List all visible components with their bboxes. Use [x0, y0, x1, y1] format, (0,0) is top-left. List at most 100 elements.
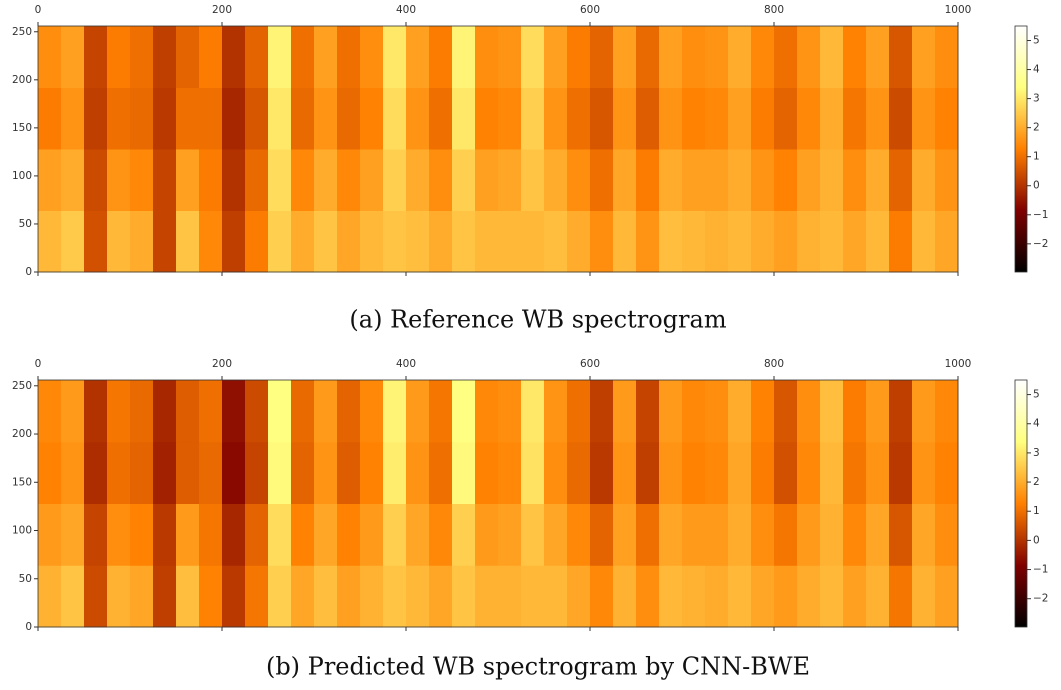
heatmap-cell [613, 503, 637, 566]
heatmap-cell [843, 87, 867, 150]
heatmap-cell [728, 210, 752, 273]
heatmap-cell [774, 441, 798, 504]
heatmap-cell [567, 380, 591, 443]
y-tick-label: 100 [12, 525, 32, 537]
heatmap-cell [475, 503, 499, 566]
colorbar-tick-label: −1 [1033, 209, 1048, 221]
heatmap-cell [705, 441, 729, 504]
heatmap-cell [406, 380, 430, 443]
heatmap-cell [61, 149, 85, 211]
colorbar-tick-label: −1 [1033, 564, 1048, 576]
colorbar-tick-label: −2 [1033, 238, 1048, 250]
heatmap-cell [452, 503, 476, 566]
heatmap-cell [429, 87, 453, 150]
heatmap-cell [199, 380, 223, 443]
heatmap-cell [61, 565, 85, 628]
heatmap-cell [222, 565, 246, 628]
heatmap-cell [222, 503, 246, 566]
heatmap-cell [337, 26, 361, 88]
heatmap-cell [590, 441, 614, 504]
heatmap-cell [659, 26, 683, 88]
heatmap-cell [498, 210, 522, 273]
y-tick-label: 200 [12, 74, 32, 86]
heatmap-cell [475, 210, 499, 273]
heatmap-cell [84, 210, 108, 273]
heatmap-cell [176, 503, 200, 566]
heatmap-cell [429, 26, 453, 88]
heatmap-cell [590, 565, 614, 628]
heatmap-cell [728, 26, 752, 88]
y-tick-label: 250 [12, 26, 32, 38]
heatmap-cell [544, 380, 568, 443]
heatmap-cell [682, 210, 706, 273]
heatmap-cell [38, 210, 62, 273]
heatmap-cell [498, 565, 522, 628]
heatmap-cell [613, 26, 637, 88]
heatmap-cell [705, 380, 729, 443]
heatmap-cell [912, 210, 936, 273]
heatmap-cell [866, 441, 890, 504]
heatmap-cell [199, 565, 223, 628]
heatmap-cell [268, 441, 292, 504]
heatmap-cell [61, 26, 85, 88]
heatmap-cell [751, 26, 775, 88]
heatmap-cell [38, 26, 62, 88]
heatmap-cell [659, 87, 683, 150]
heatmap-cell [245, 441, 269, 504]
heatmap-cell [107, 503, 131, 566]
heatmap-cell [360, 210, 384, 273]
heatmap-cell [774, 87, 798, 150]
x-tick-label: 800 [764, 358, 784, 370]
heatmap-cell [797, 149, 821, 211]
heatmap-cell [889, 87, 913, 150]
colorbar-tick-label: −2 [1033, 593, 1048, 605]
heatmap-cell [475, 87, 499, 150]
heatmap-cell [728, 565, 752, 628]
heatmap-cell [130, 149, 154, 211]
heatmap-cell [61, 503, 85, 566]
heatmap-cell [820, 26, 844, 88]
heatmap-cell [475, 149, 499, 211]
heatmap-cell [107, 87, 131, 150]
heatmap-cell [705, 87, 729, 150]
heatmap-cell [866, 87, 890, 150]
heatmap-cell [636, 87, 660, 150]
heatmap-cell [682, 380, 706, 443]
heatmap-cell [613, 565, 637, 628]
heatmap-cell [866, 503, 890, 566]
heatmap-cell [383, 380, 407, 443]
heatmap-cell [820, 149, 844, 211]
heatmap-cell [84, 149, 108, 211]
heatmap-cell [475, 380, 499, 443]
heatmap-cell [199, 149, 223, 211]
heatmap-cell [889, 441, 913, 504]
heatmap-cell [153, 441, 177, 504]
heatmap-cell [682, 565, 706, 628]
heatmap-cell [636, 441, 660, 504]
heatmap-cell [544, 503, 568, 566]
x-tick-label: 200 [212, 4, 232, 16]
heatmap-cell [498, 87, 522, 150]
heatmap-cell [659, 210, 683, 273]
heatmap-cell [61, 87, 85, 150]
heatmap-cell [107, 565, 131, 628]
heatmap-cell [544, 565, 568, 628]
x-tick-label: 400 [396, 4, 416, 16]
y-tick-label: 100 [12, 170, 32, 182]
colorbar-tick-label: 2 [1033, 122, 1040, 134]
heatmap-cell [176, 441, 200, 504]
heatmap-cell [245, 26, 269, 88]
heatmap-cell [452, 441, 476, 504]
heatmap-cell [843, 380, 867, 443]
heatmap-cell [682, 441, 706, 504]
y-tick-label: 200 [12, 428, 32, 440]
heatmap-cell [705, 26, 729, 88]
heatmap-cell [337, 149, 361, 211]
heatmap-cell [199, 441, 223, 504]
heatmap-cell [360, 441, 384, 504]
heatmap-cell [705, 210, 729, 273]
heatmap-cell [705, 565, 729, 628]
heatmap-cell [268, 565, 292, 628]
heatmap-cell [567, 149, 591, 211]
plot-frame [37, 379, 959, 628]
